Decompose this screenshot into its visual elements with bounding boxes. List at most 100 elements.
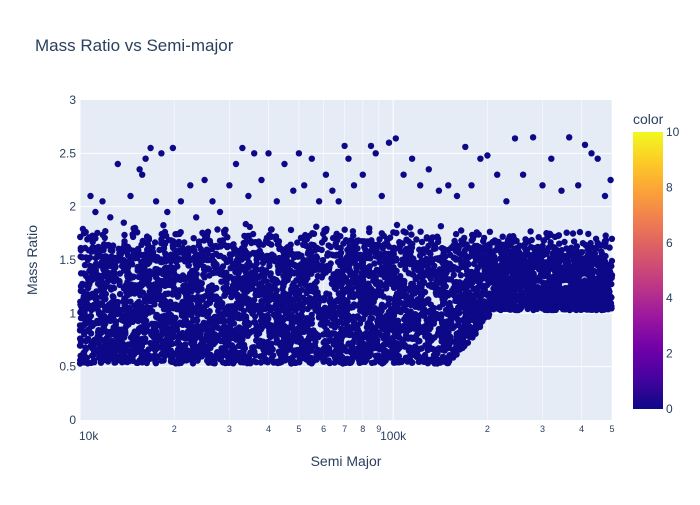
data-point <box>557 250 563 256</box>
data-point <box>441 246 447 252</box>
data-point <box>541 272 547 278</box>
data-point <box>162 339 168 345</box>
data-point <box>190 339 196 345</box>
data-point <box>354 245 360 251</box>
data-point <box>482 243 488 249</box>
data-point <box>433 292 439 298</box>
data-point <box>327 332 333 338</box>
data-point <box>204 348 210 354</box>
data-point <box>240 293 246 299</box>
data-point <box>499 249 505 255</box>
data-point <box>469 317 475 323</box>
data-point <box>99 319 105 325</box>
data-point <box>327 303 333 309</box>
data-point <box>296 314 302 320</box>
data-point <box>422 333 428 339</box>
data-point <box>432 243 438 249</box>
data-point <box>312 343 318 349</box>
data-point <box>284 273 290 279</box>
data-point <box>594 293 600 299</box>
data-point <box>571 238 577 244</box>
data-point <box>137 292 143 298</box>
data-point <box>308 288 314 294</box>
data-point <box>124 279 130 285</box>
data-point <box>454 294 460 300</box>
data-point <box>283 328 289 334</box>
data-point <box>281 350 287 356</box>
data-point <box>217 253 223 259</box>
data-point <box>78 253 84 259</box>
data-point <box>101 241 107 247</box>
data-point <box>477 324 483 330</box>
data-point <box>249 344 255 350</box>
data-point <box>329 311 335 317</box>
data-point <box>116 246 122 252</box>
data-point <box>170 238 176 244</box>
data-point <box>125 252 131 258</box>
data-point <box>176 231 182 237</box>
data-point <box>322 305 328 311</box>
data-point <box>354 333 360 339</box>
data-point <box>420 312 426 318</box>
data-point <box>112 264 118 270</box>
data-point <box>248 240 254 246</box>
data-point <box>403 301 409 307</box>
data-point <box>189 288 195 294</box>
data-point <box>308 315 314 321</box>
data-point <box>366 229 372 235</box>
data-point <box>376 290 382 296</box>
data-point <box>577 229 583 235</box>
data-point <box>184 332 190 338</box>
chart-title: Mass Ratio vs Semi-major <box>35 36 234 55</box>
data-point <box>118 328 124 334</box>
data-point <box>299 261 305 267</box>
data-point <box>290 285 296 291</box>
data-point <box>258 325 264 331</box>
data-point <box>144 293 150 299</box>
data-point <box>458 272 464 278</box>
data-point <box>86 268 92 274</box>
data-point <box>324 320 330 326</box>
data-point <box>185 262 191 268</box>
data-point <box>553 305 559 311</box>
data-point <box>112 270 118 276</box>
data-point <box>316 307 322 313</box>
data-point <box>402 286 408 292</box>
data-point <box>383 281 389 287</box>
data-point <box>443 268 449 274</box>
data-point <box>445 345 451 351</box>
data-point <box>427 345 433 351</box>
data-point <box>454 331 460 337</box>
data-point <box>500 234 506 240</box>
data-point <box>228 326 234 332</box>
data-point <box>219 300 225 306</box>
data-point <box>381 269 387 275</box>
data-point <box>167 282 173 288</box>
data-point <box>223 342 229 348</box>
data-point <box>210 360 216 366</box>
data-point <box>94 230 100 236</box>
data-point <box>315 246 321 252</box>
data-point <box>535 303 541 309</box>
data-point <box>528 255 534 261</box>
data-point <box>196 262 202 268</box>
data-point <box>320 257 326 263</box>
data-point <box>395 330 401 336</box>
data-point <box>163 264 169 270</box>
data-point <box>609 236 615 242</box>
data-point <box>234 249 240 255</box>
data-point <box>158 358 164 364</box>
data-point <box>140 238 146 244</box>
data-point <box>458 338 464 344</box>
data-point <box>143 268 149 274</box>
data-point <box>529 260 535 266</box>
data-point <box>451 272 457 278</box>
data-point <box>117 291 123 297</box>
data-point <box>221 293 227 299</box>
data-point <box>492 237 498 243</box>
data-point <box>361 356 367 362</box>
data-point <box>322 353 328 359</box>
data-point <box>159 325 165 331</box>
data-point <box>108 302 114 308</box>
data-point <box>277 342 283 348</box>
